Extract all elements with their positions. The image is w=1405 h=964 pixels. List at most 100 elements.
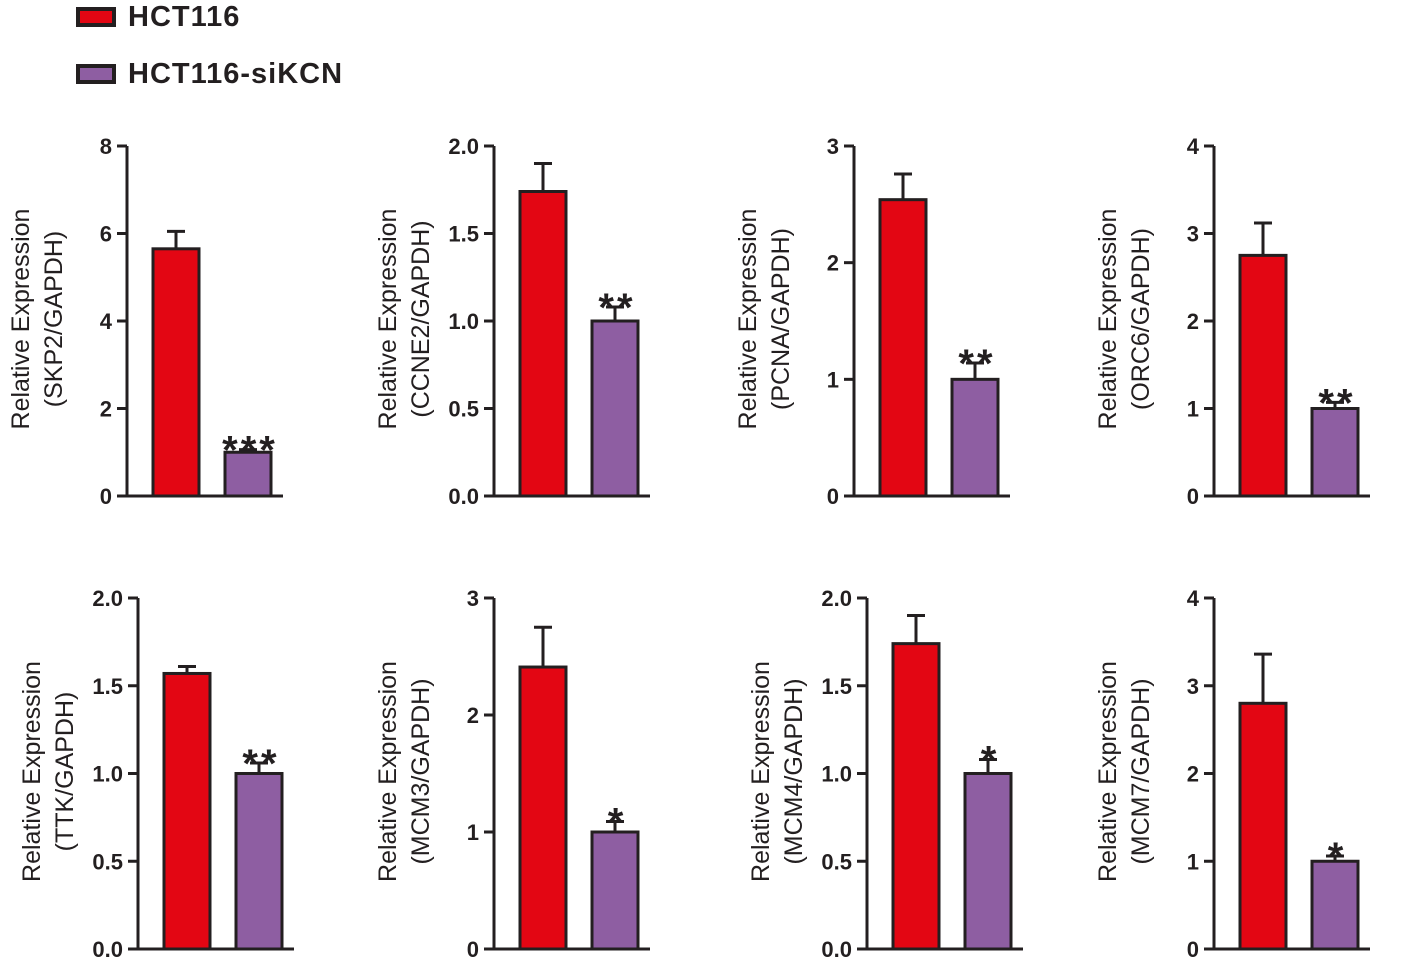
y-axis-label-line2: (PCNA/GAPDH)	[767, 228, 795, 410]
bar-hct116-sikcn	[590, 830, 640, 951]
significance-label: *	[1328, 835, 1347, 879]
bar-hct116-sikcn	[234, 772, 284, 951]
y-tick-label: 0.5	[448, 397, 479, 422]
y-tick-label: 2	[467, 703, 479, 728]
y-tick-label: 2	[100, 397, 112, 422]
y-tick-label: 3	[827, 134, 839, 159]
y-tick-label: 3	[1187, 222, 1199, 247]
y-tick-label: 1	[827, 367, 839, 392]
y-tick-label: 0	[1187, 937, 1199, 962]
y-tick-label: 1.5	[92, 674, 123, 699]
panel-ttk: 0.0 0.5 1.0 1.5 2.0 Relative Expression (TTK/G…	[18, 586, 294, 962]
bar-hct116	[518, 665, 568, 951]
y-axis-label: Relative Expression (MCM7/GAPDH)	[1094, 661, 1155, 882]
bar-hct116	[518, 190, 568, 498]
y-tick-label: 0.0	[448, 484, 479, 509]
y-tick-label: 4	[1187, 586, 1200, 611]
y-axis-label-line1: Relative Expression	[374, 661, 402, 882]
legend-swatch-hct116	[76, 7, 116, 27]
y-tick-label: 3	[1187, 674, 1199, 699]
y-axis-label-line1: Relative Expression	[18, 661, 46, 882]
significance-label: **	[598, 286, 635, 330]
bar-hct116-sikcn	[590, 319, 640, 498]
y-tick-label: 0	[1187, 484, 1199, 509]
y-tick-label: 1	[467, 820, 479, 845]
y-tick-label: 6	[100, 222, 112, 247]
y-tick-label: 8	[100, 134, 112, 159]
y-tick-label: 2.0	[821, 586, 852, 611]
y-axis-label-line2: (TTK/GAPDH)	[51, 692, 79, 852]
y-tick-label: 1	[1187, 849, 1199, 874]
bar-hct116-sikcn	[1310, 407, 1360, 498]
y-axis-label-line2: (SKP2/GAPDH)	[40, 231, 68, 407]
panel-mcm3: 0 1 2 3 Relative Expression (MCM3/GAPDH) *	[374, 586, 650, 962]
bar-hct116	[878, 198, 928, 498]
bar-hct116-sikcn	[223, 450, 273, 498]
y-tick-label: 1.0	[448, 309, 479, 334]
y-axis-label-line1: Relative Expression	[734, 209, 762, 430]
significance-label: ***	[222, 429, 278, 473]
panel-pcna: 0 1 2 3 Relative Expression (PCNA/GAPDH) **	[734, 134, 1010, 509]
y-axis-label-line2: (MCM3/GAPDH)	[407, 678, 435, 864]
y-tick-label: 0	[827, 484, 839, 509]
y-tick-label: 0.0	[821, 937, 852, 962]
significance-label: **	[242, 742, 279, 786]
panel-mcm7: 0 1 2 3 4 Relative Expression (MCM7/GAPDH) *	[1094, 586, 1370, 962]
y-axis-label: Relative Expression (SKP2/GAPDH)	[7, 209, 68, 430]
y-tick-label: 0.5	[821, 849, 852, 874]
significance-label: **	[958, 342, 995, 386]
y-tick-label: 2	[1187, 309, 1199, 334]
y-tick-label: 0	[467, 937, 479, 962]
legend-item-hct116-sikcn: HCT116-siKCN	[76, 57, 344, 90]
legend: HCT116 HCT116-siKCN	[0, 0, 420, 100]
legend-item-hct116: HCT116	[76, 0, 241, 33]
y-tick-label: 2	[827, 251, 839, 276]
y-axis-label: Relative Expression (PCNA/GAPDH)	[734, 209, 795, 430]
y-axis-label: Relative Expression (MCM4/GAPDH)	[747, 661, 808, 882]
y-axis-label-line1: Relative Expression	[7, 209, 35, 430]
y-tick-label: 1.5	[448, 222, 479, 247]
bar-hct116	[1238, 253, 1288, 498]
y-tick-label: 2.0	[448, 134, 479, 159]
bar-hct116-sikcn	[1310, 859, 1360, 951]
y-tick-label: 0.0	[92, 937, 123, 962]
y-tick-label: 2.0	[92, 586, 123, 611]
y-axis-label: Relative Expression (TTK/GAPDH)	[18, 661, 79, 882]
legend-swatch-hct116-sikcn	[76, 64, 116, 84]
y-axis-label-line2: (MCM4/GAPDH)	[780, 678, 808, 864]
panel-ccne2: 0.0 0.5 1.0 1.5 2.0 Relative Expression (CCNE2…	[374, 134, 650, 509]
y-tick-label: 1.0	[92, 762, 123, 787]
y-tick-label: 3	[467, 586, 479, 611]
y-tick-label: 2	[1187, 762, 1199, 787]
y-tick-label: 4	[100, 309, 113, 334]
y-axis-label-line1: Relative Expression	[1094, 209, 1122, 430]
legend-label-hct116: HCT116	[128, 0, 241, 33]
legend-label-hct116-sikcn: HCT116-siKCN	[128, 57, 344, 90]
y-tick-label: 1.0	[821, 762, 852, 787]
y-axis-label-line2: (CCNE2/GAPDH)	[407, 220, 435, 417]
bar-hct116-sikcn	[963, 772, 1013, 951]
y-tick-label: 1.5	[821, 674, 852, 699]
bar-hct116	[891, 642, 941, 951]
y-axis-label: Relative Expression (MCM3/GAPDH)	[374, 661, 435, 882]
y-axis-label-line1: Relative Expression	[374, 209, 402, 430]
significance-label: *	[981, 738, 1000, 782]
y-axis-label-line2: (MCM7/GAPDH)	[1127, 678, 1155, 864]
y-axis-label-line1: Relative Expression	[1094, 661, 1122, 882]
bar-hct116	[151, 247, 201, 498]
significance-label: **	[1318, 381, 1355, 425]
y-tick-label: 0	[100, 484, 112, 509]
bar-hct116	[1238, 701, 1288, 951]
y-tick-label: 1	[1187, 397, 1199, 422]
bar-hct116	[162, 671, 212, 951]
y-axis-label-line1: Relative Expression	[747, 661, 775, 882]
y-axis-label: Relative Expression (ORC6/GAPDH)	[1094, 209, 1155, 430]
panel-skp2: 0 2 4 6 8 Relative Expression (SKP2/GAPDH) ***	[7, 134, 283, 509]
y-tick-label: 0.5	[92, 849, 123, 874]
panel-orc6: 0 1 2 3 4 Relative Expression (ORC6/GAPDH) **	[1094, 134, 1370, 509]
y-axis-label-line2: (ORC6/GAPDH)	[1127, 228, 1155, 410]
significance-label: *	[608, 800, 627, 844]
panel-mcm4: 0.0 0.5 1.0 1.5 2.0 Relative Expression (MCM4/…	[747, 586, 1023, 962]
y-tick-label: 4	[1187, 134, 1200, 159]
